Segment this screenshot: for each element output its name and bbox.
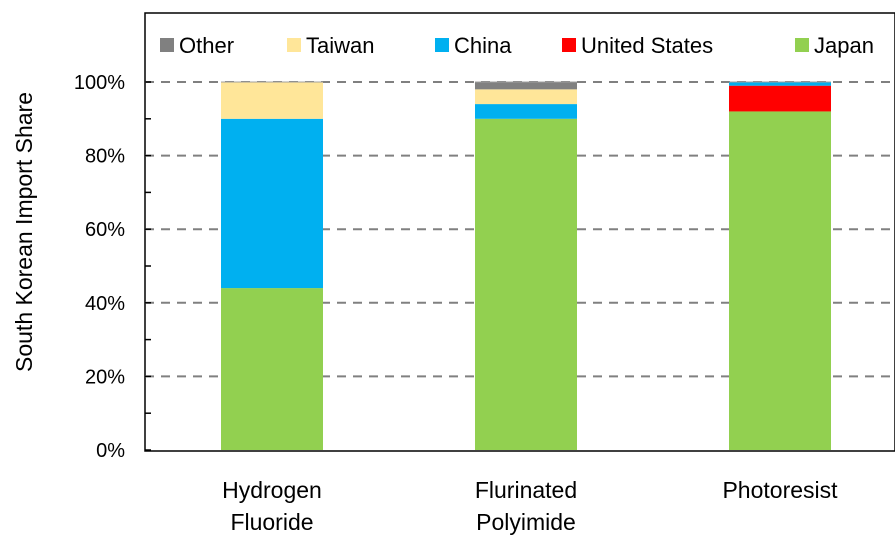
bar-segment-japan <box>221 288 323 450</box>
y-tick-label: 40% <box>85 293 125 315</box>
y-tick-label: 60% <box>85 219 125 241</box>
y-tick-label: 0% <box>96 440 125 462</box>
legend-label-other: Other <box>179 33 234 58</box>
plot-area-frame <box>144 12 895 452</box>
bar-segment-taiwan <box>475 89 577 105</box>
legend-label-taiwan: Taiwan <box>306 33 374 58</box>
x-category-label: Hydrogen Fluoride <box>222 477 322 535</box>
bar-segment-china <box>475 104 577 119</box>
bar-segment-japan <box>729 111 831 450</box>
y-axis-title: South Korean Import Share <box>11 92 37 372</box>
legend-label-china: China <box>454 33 512 58</box>
bar-segment-united-states <box>729 85 831 112</box>
y-tick-label: 100% <box>74 72 125 94</box>
legend-swatch-china <box>435 38 449 52</box>
bar-segment-taiwan <box>221 82 323 119</box>
legend-label-united-states: United States <box>581 33 713 58</box>
y-tick-label: 80% <box>85 146 125 168</box>
bar-segment-other <box>475 82 577 90</box>
bar-segment-japan <box>475 118 577 451</box>
legend-swatch-united-states <box>562 38 576 52</box>
legend-swatch-taiwan <box>287 38 301 52</box>
legend-swatch-other <box>160 38 174 52</box>
x-category-label: Flurinated Polyimide <box>475 477 577 535</box>
legend-label-japan: Japan <box>814 33 874 58</box>
legend-swatch-japan <box>795 38 809 52</box>
y-tick-label: 20% <box>85 366 125 388</box>
bar-segment-china <box>221 118 323 289</box>
x-category-label: Photoresist <box>722 477 838 503</box>
bar-segment-china <box>729 82 831 86</box>
